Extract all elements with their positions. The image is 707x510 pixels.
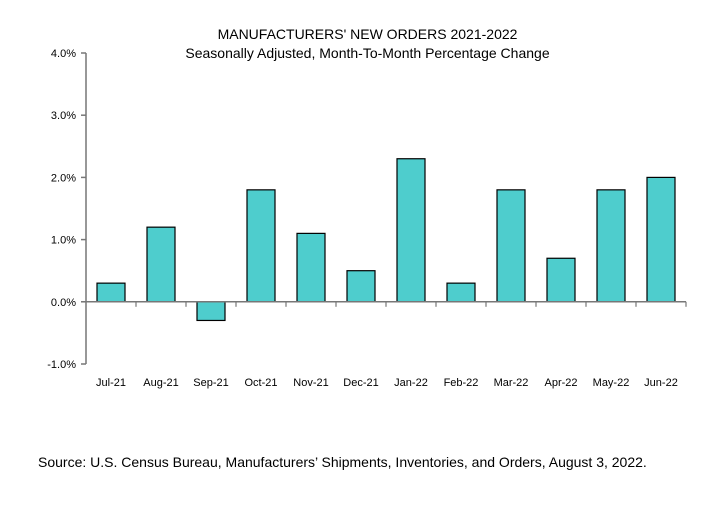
x-tick-label: Jan-22 xyxy=(394,377,428,389)
x-tick-label: Jun-22 xyxy=(644,377,678,389)
bar xyxy=(296,232,326,303)
bar xyxy=(96,282,126,303)
bar xyxy=(546,257,576,303)
chart-subtitle: Seasonally Adjusted, Month-To-Month Perc… xyxy=(185,45,550,61)
x-tick-label: Jul-21 xyxy=(96,377,126,389)
y-tick-label: 2.0% xyxy=(51,172,76,184)
bar xyxy=(346,270,376,303)
bar xyxy=(646,176,676,303)
bar xyxy=(246,189,276,303)
x-tick-label: Dec-21 xyxy=(343,377,378,389)
bar xyxy=(446,282,476,303)
bar xyxy=(496,189,526,303)
bar xyxy=(396,158,426,303)
chart-title: MANUFACTURERS' NEW ORDERS 2021-2022 xyxy=(217,26,518,42)
x-tick-label: Apr-22 xyxy=(544,377,577,389)
y-tick-label: 1.0% xyxy=(51,235,76,247)
y-tick-label: 4.0% xyxy=(51,48,76,60)
y-tick-label: 0.0% xyxy=(51,297,76,309)
y-tick-label: 3.0% xyxy=(51,110,76,122)
x-tick-label: May-22 xyxy=(593,377,630,389)
source-note: Source: U.S. Census Bureau, Manufacturer… xyxy=(38,454,647,470)
x-tick-label: Mar-22 xyxy=(494,377,529,389)
x-tick-label: Feb-22 xyxy=(444,377,479,389)
y-tick-label: -1.0% xyxy=(47,359,76,371)
x-tick-label: Oct-21 xyxy=(244,377,277,389)
x-tick-label: Sep-21 xyxy=(193,377,228,389)
x-tick-label: Nov-21 xyxy=(293,377,328,389)
bar xyxy=(196,301,226,322)
x-tick-label: Aug-21 xyxy=(143,377,178,389)
bar xyxy=(146,226,176,303)
bar xyxy=(596,189,626,303)
